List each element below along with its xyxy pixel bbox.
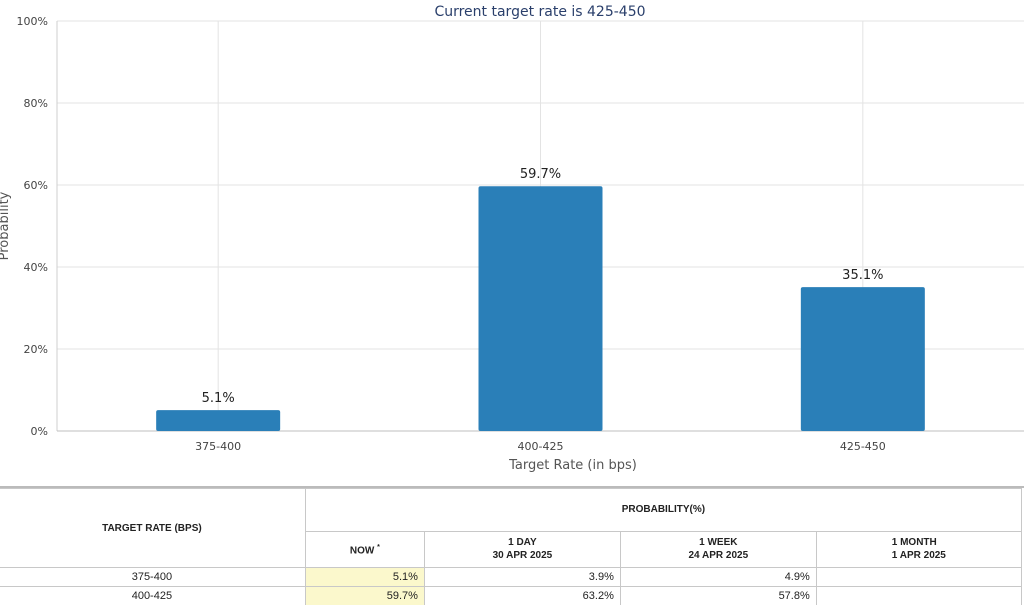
column-header-1-week-date: 24 APR 2025 xyxy=(627,549,810,562)
bar-425-450 xyxy=(801,287,925,431)
cell-1-week: 57.8% xyxy=(620,587,816,605)
x-axis-title: Target Rate (in bps) xyxy=(508,458,637,473)
column-header-now-label: NOW xyxy=(350,545,374,556)
chart-svg: 0% 20% 40% 60% 80% 100% 5.1% 375-400 59.7% 400-42… xyxy=(0,0,1024,484)
column-header-1-day: 1 DAY 30 APR 2025 xyxy=(424,531,620,567)
column-header-1-month-date: 1 APR 2025 xyxy=(892,549,1015,562)
y-axis-title: Probability xyxy=(0,191,12,260)
cell-1-day: 3.9% xyxy=(424,568,620,587)
x-tick-label-375-400: 375-400 xyxy=(195,440,241,453)
column-header-1-day-label: 1 DAY xyxy=(431,536,614,549)
cell-1-month xyxy=(816,568,1021,587)
probability-header: PROBABILITY(%) xyxy=(305,489,1021,532)
now-footnote-marker: * xyxy=(377,544,380,551)
table-row: 375-400 5.1% 3.9% 4.9% xyxy=(0,568,1022,587)
y-tick-label: 0% xyxy=(31,425,48,438)
y-tick-label: 100% xyxy=(17,15,48,28)
column-header-1-week-label: 1 WEEK xyxy=(627,536,810,549)
data-label-425-450: 35.1% xyxy=(842,268,883,283)
column-header-1-week: 1 WEEK 24 APR 2025 xyxy=(620,531,816,567)
probability-chart: 0% 20% 40% 60% 80% 100% 5.1% 375-400 59.7% 400-42… xyxy=(0,0,1024,484)
bar-400-425 xyxy=(479,186,603,431)
cell-1-week: 4.9% xyxy=(620,568,816,587)
row-rate-375-400: 375-400 xyxy=(0,568,305,587)
column-header-now: NOW * xyxy=(305,531,424,567)
table-row: 400-425 59.7% 63.2% 57.8% xyxy=(0,587,1022,605)
target-rate-header: TARGET RATE (BPS) xyxy=(0,489,305,568)
cell-now: 5.1% xyxy=(305,568,424,587)
data-label-400-425: 59.7% xyxy=(520,167,561,182)
y-tick-label: 60% xyxy=(24,179,48,192)
column-header-1-month-label: 1 MONTH xyxy=(892,536,1015,549)
y-tick-label: 80% xyxy=(24,97,48,110)
x-tick-label-400-425: 400-425 xyxy=(518,440,564,453)
column-header-1-day-date: 30 APR 2025 xyxy=(431,549,614,562)
probability-table-container: TARGET RATE (BPS) PROBABILITY(%) NOW * 1… xyxy=(0,486,1024,605)
row-rate-400-425: 400-425 xyxy=(0,587,305,605)
cell-now: 59.7% xyxy=(305,587,424,605)
y-tick-label: 40% xyxy=(24,261,48,274)
bar-375-400 xyxy=(156,410,280,431)
data-label-375-400: 5.1% xyxy=(202,391,235,406)
chart-title: Current target rate is 425-450 xyxy=(434,4,645,20)
column-header-1-month: 1 MONTH 1 APR 2025 xyxy=(816,531,1021,567)
cell-1-month xyxy=(816,587,1021,605)
x-tick-label-425-450: 425-450 xyxy=(840,440,886,453)
cell-1-day: 63.2% xyxy=(424,587,620,605)
y-tick-label: 20% xyxy=(24,343,48,356)
probability-table: TARGET RATE (BPS) PROBABILITY(%) NOW * 1… xyxy=(0,488,1022,605)
